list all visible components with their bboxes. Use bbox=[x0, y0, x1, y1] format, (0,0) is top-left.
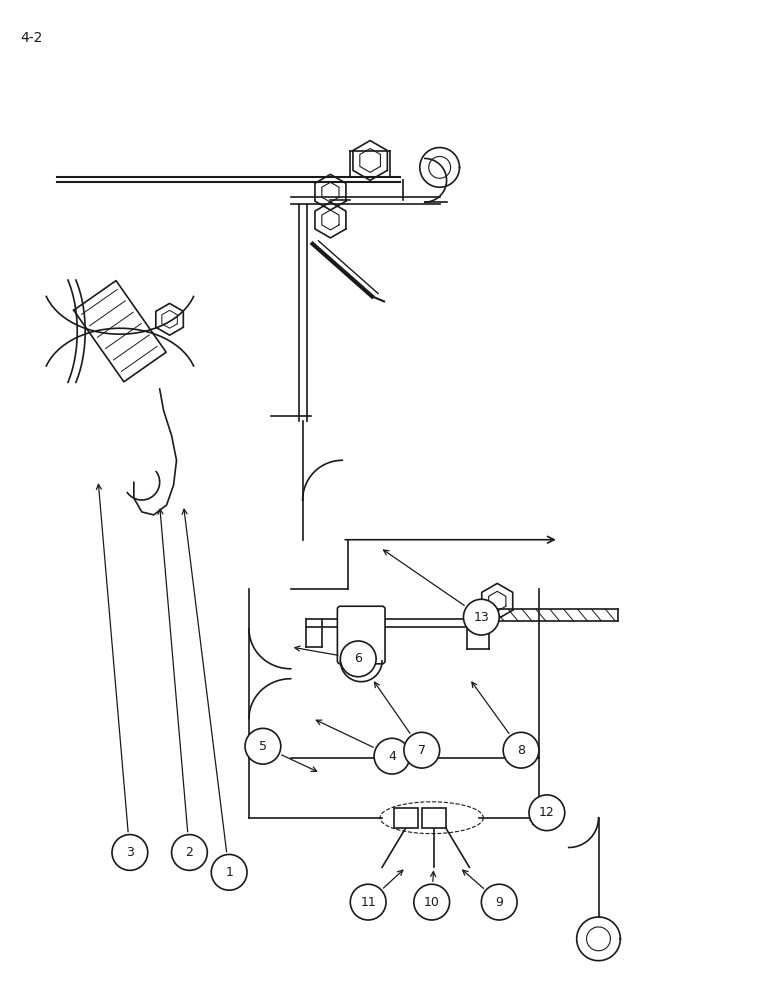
Text: 7: 7 bbox=[418, 744, 426, 757]
FancyBboxPatch shape bbox=[338, 606, 385, 664]
Circle shape bbox=[211, 854, 247, 890]
Circle shape bbox=[350, 884, 386, 920]
Text: 8: 8 bbox=[517, 744, 525, 757]
Text: 4: 4 bbox=[388, 750, 396, 763]
Circle shape bbox=[529, 795, 565, 831]
Circle shape bbox=[503, 732, 539, 768]
Text: 3: 3 bbox=[126, 846, 134, 859]
Circle shape bbox=[245, 728, 281, 764]
Text: 2: 2 bbox=[186, 846, 193, 859]
Circle shape bbox=[404, 732, 440, 768]
Circle shape bbox=[112, 835, 147, 870]
Bar bbox=[394, 808, 418, 828]
Text: 9: 9 bbox=[495, 896, 503, 909]
Text: 12: 12 bbox=[539, 806, 555, 819]
Text: 1: 1 bbox=[225, 866, 233, 879]
Circle shape bbox=[481, 884, 517, 920]
Circle shape bbox=[374, 738, 410, 774]
Circle shape bbox=[414, 884, 449, 920]
Circle shape bbox=[340, 641, 376, 677]
Text: 5: 5 bbox=[259, 740, 267, 753]
Circle shape bbox=[463, 599, 499, 635]
Text: 11: 11 bbox=[360, 896, 376, 909]
Circle shape bbox=[172, 835, 207, 870]
Text: 13: 13 bbox=[473, 611, 489, 624]
Bar bbox=[422, 808, 445, 828]
Text: 10: 10 bbox=[424, 896, 440, 909]
Text: 4-2: 4-2 bbox=[20, 31, 43, 45]
Text: 6: 6 bbox=[354, 652, 362, 665]
